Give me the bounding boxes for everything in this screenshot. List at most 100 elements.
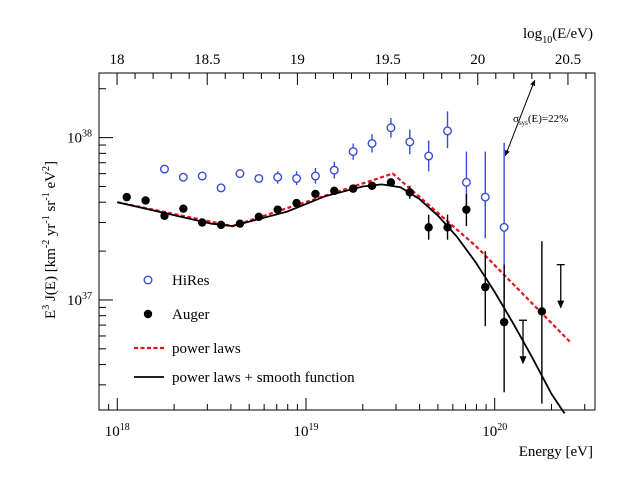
auger-point [481, 282, 490, 292]
sys-note-pre: σ [513, 113, 519, 125]
sys-arrow-head-up [530, 80, 536, 87]
hires-point [443, 126, 453, 136]
auger-point [122, 192, 131, 202]
y-label-superscript: -1 [41, 215, 52, 223]
x-tick-base: 10 [293, 424, 308, 440]
top-tick-label: 20 [470, 52, 485, 68]
hires-point [310, 171, 320, 181]
y-tick-label: 1037 [67, 291, 92, 309]
x-tick-exponent: 18 [120, 422, 130, 433]
hires-point [405, 137, 415, 147]
auger-point [198, 218, 207, 227]
legend: HiRes Auger power laws power laws + smooth … [134, 273, 355, 386]
auger-point [424, 223, 433, 232]
auger-point [179, 204, 188, 213]
auger-point [141, 196, 150, 205]
x-tick-label: 1020 [482, 422, 507, 440]
hires-point [235, 169, 245, 179]
hires-point [197, 171, 207, 181]
top-tick-label: 18 [110, 52, 125, 68]
x-tick-base: 10 [105, 424, 120, 440]
hires-point [424, 151, 434, 161]
x-axis-label: Energy [eV] [519, 444, 593, 460]
x-tick-label: 1018 [105, 422, 130, 440]
x-axis-tick-labels: 1018 1019 1020 [105, 422, 507, 440]
hires-point [386, 123, 396, 133]
auger-point [405, 188, 414, 197]
hires-point [178, 172, 188, 182]
legend-power-laws-label: power laws [172, 341, 241, 357]
auger-point [216, 220, 226, 230]
auger-point [273, 205, 282, 214]
legend-auger-marker [143, 309, 153, 319]
upper-limit-arrowhead [557, 300, 565, 309]
hires-point [254, 173, 264, 183]
x-tick-exponent: 20 [497, 422, 507, 433]
top-axis-ticks [98, 73, 587, 85]
top-tick-label: 19.5 [374, 52, 400, 68]
auger-point [330, 186, 339, 196]
upper-limit-arrowhead [519, 356, 527, 365]
x-tick-label: 1019 [293, 422, 318, 440]
y-label-part: yr [43, 224, 59, 240]
auger-point [348, 184, 358, 193]
hires-point [367, 138, 377, 148]
auger-point [462, 205, 471, 214]
auger-point [311, 189, 320, 199]
sys-arrow-head-down [504, 149, 510, 156]
auger-point [160, 211, 169, 220]
hires-point [292, 173, 302, 183]
y-label-part: ] [43, 161, 59, 166]
hires-series [159, 111, 509, 300]
legend-smooth-function-label: power laws + smooth function [172, 370, 355, 386]
top-tick-label: 19 [290, 52, 305, 68]
x-tick-base: 10 [482, 424, 497, 440]
power-laws-fit-line [117, 172, 571, 343]
auger-point [254, 212, 264, 222]
y-axis-label: E3​ J(E) [km-2​ yr-1​ sr-1​ eV2​] [41, 161, 59, 319]
auger-point [235, 219, 245, 228]
x-axis-ticks [98, 398, 586, 410]
hires-point [461, 177, 471, 187]
top-axis-label: log10(E/eV) [523, 26, 593, 46]
systematic-shift-arrow [504, 79, 536, 157]
auger-point [443, 223, 452, 232]
sys-note-post: (E)=22% [528, 113, 568, 125]
auger-point [499, 317, 509, 327]
hires-point [348, 147, 358, 157]
y-label-superscript: 2 [41, 166, 52, 171]
data-series [122, 111, 565, 404]
y-tick-label: 1038 [67, 129, 92, 147]
hires-point [216, 183, 226, 193]
sys-note-sub: sys [519, 119, 528, 127]
plot-frame [98, 72, 596, 411]
hires-point [329, 165, 339, 175]
auger-point [292, 198, 301, 208]
sys-arrow-shaft [504, 79, 536, 157]
fit-curves [117, 172, 571, 414]
y-axis-ticks [99, 88, 113, 386]
y-label-superscript: -1 [41, 192, 52, 200]
top-axis-label-sub: 10 [542, 35, 552, 46]
y-label-part: sr [43, 201, 59, 216]
auger-series [122, 178, 565, 404]
legend-hires-marker [143, 275, 153, 285]
legend-hires-label: HiRes [172, 273, 210, 289]
auger-upper-limit [556, 264, 565, 309]
top-tick-label: 18.5 [194, 52, 220, 68]
legend-entry-smooth-function: power laws + smooth function [134, 370, 355, 386]
hires-point [480, 192, 490, 202]
legend-entry-power-laws: power laws [134, 341, 241, 357]
y-tick-exponent: 37 [82, 291, 92, 302]
y-label-part: J(E) [km [43, 248, 59, 305]
y-label-superscript: -2 [41, 240, 52, 248]
y-tick-exponent: 38 [82, 129, 92, 140]
auger-point [386, 178, 396, 187]
auger-point [537, 307, 547, 316]
top-axis-tick-labels: 18 18.5 19 19.5 20 20.5 [110, 52, 582, 68]
auger-upper-limit [519, 319, 528, 365]
y-tick-base: 10 [67, 293, 82, 309]
hires-point [159, 164, 169, 174]
